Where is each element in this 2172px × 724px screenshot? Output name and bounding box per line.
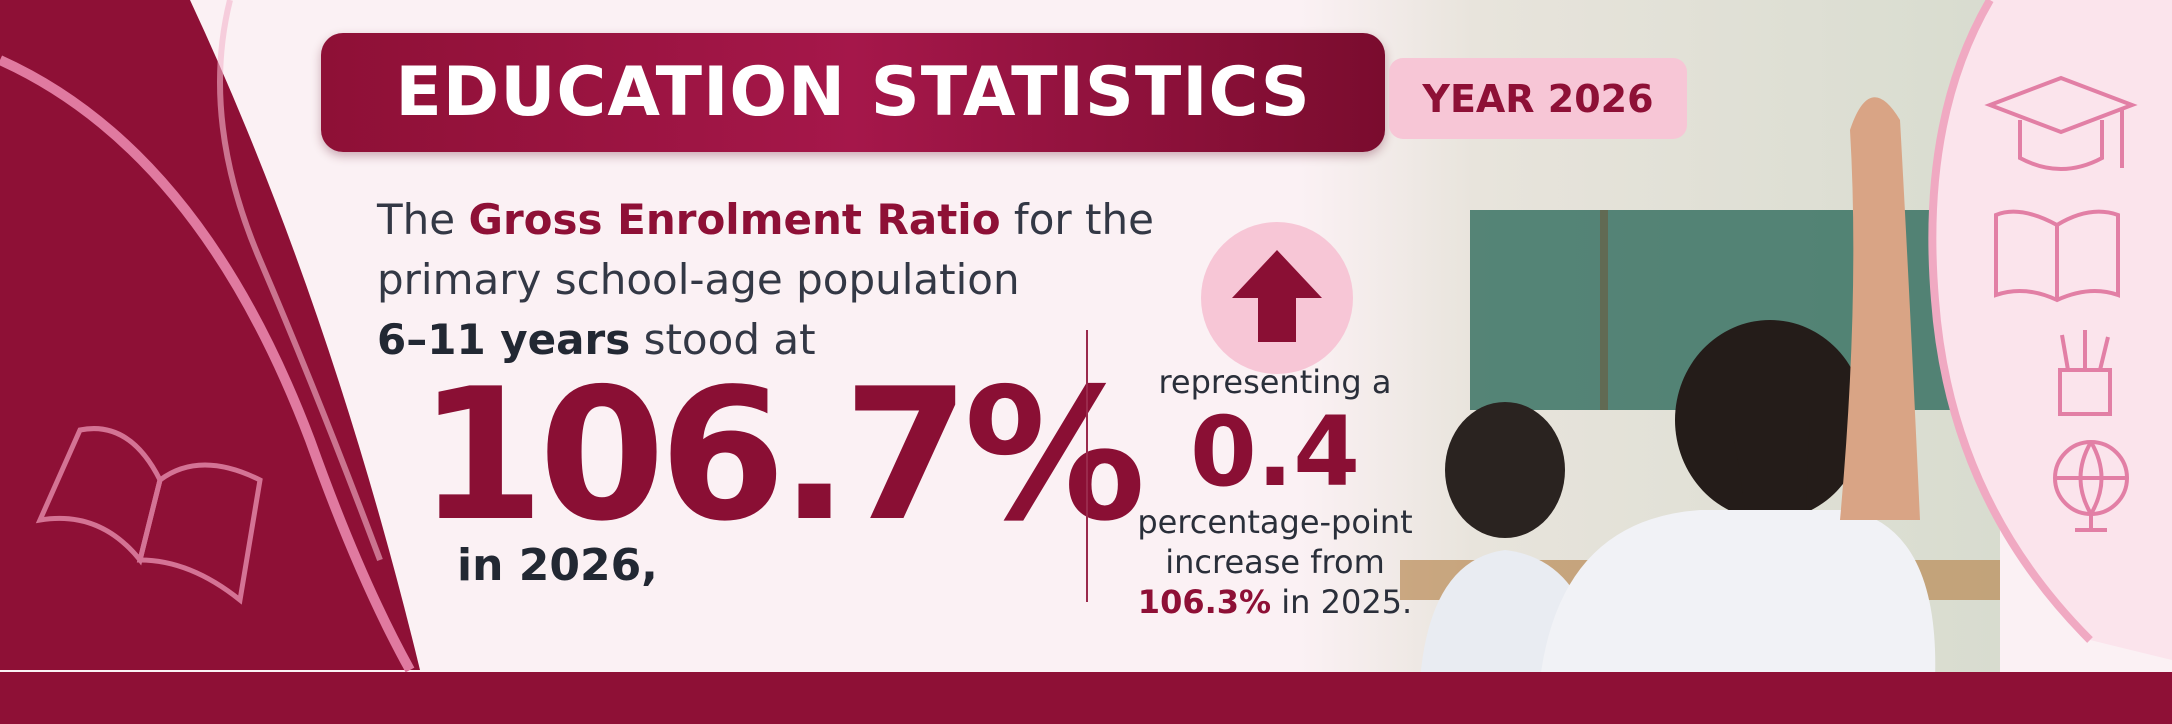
text: for the	[1013, 195, 1154, 244]
year-note: in 2026,	[457, 540, 658, 591]
text: The	[377, 195, 456, 244]
change-value: 0.4	[1189, 396, 1361, 508]
highlight: Gross Enrolment Ratio	[468, 195, 1001, 244]
text: increase from	[1165, 543, 1385, 581]
text: representing a	[1158, 363, 1392, 401]
text: percentage-point	[1137, 503, 1413, 541]
divider	[1086, 330, 1088, 602]
big-value: 106.7%	[418, 349, 1146, 561]
text: stood at	[643, 315, 816, 364]
highlight: 6–11 years	[377, 315, 631, 364]
text: in 2025.	[1281, 583, 1413, 621]
title: EDUCATION STATISTICS	[395, 53, 1311, 132]
badge-text: YEAR 2026	[1422, 76, 1654, 121]
title-bar: EDUCATION STATISTICS	[321, 33, 1385, 152]
previous-value: 106.3%	[1137, 583, 1272, 621]
year-badge: YEAR 2026	[1389, 58, 1687, 139]
change-text: representing a 0.4 percentage-point incr…	[1100, 362, 1450, 622]
text: primary school-age population	[377, 255, 1020, 304]
intro-text: The Gross Enrolment Ratio for the primary…	[377, 190, 1197, 370]
